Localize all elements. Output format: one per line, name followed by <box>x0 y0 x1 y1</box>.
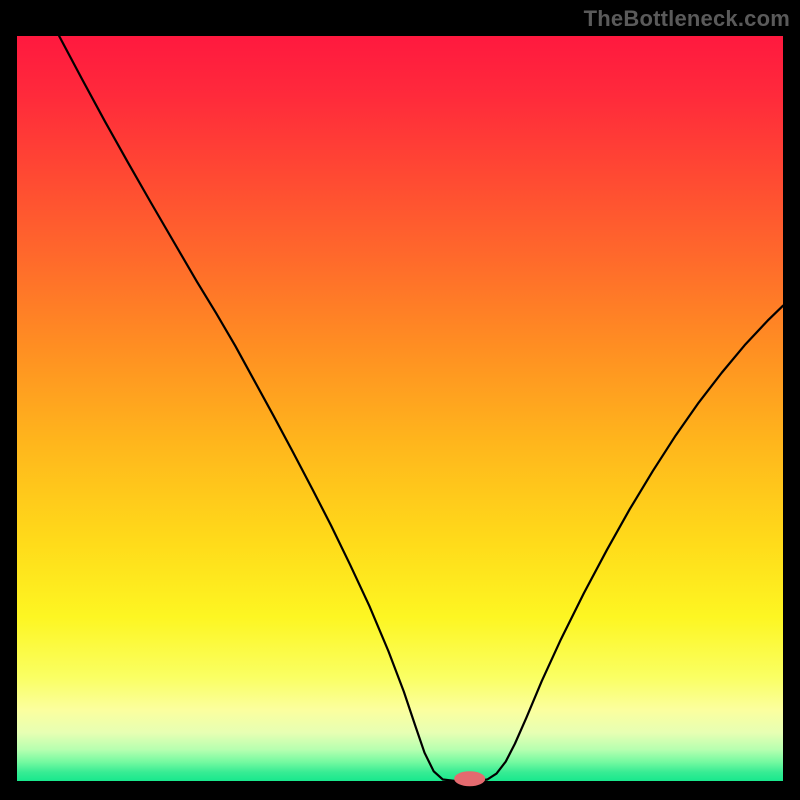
plot-background <box>17 36 783 781</box>
optimal-marker <box>455 772 485 786</box>
chart-stage: TheBottleneck.com <box>0 0 800 800</box>
bottleneck-chart <box>0 0 800 800</box>
watermark-text: TheBottleneck.com <box>584 6 790 32</box>
